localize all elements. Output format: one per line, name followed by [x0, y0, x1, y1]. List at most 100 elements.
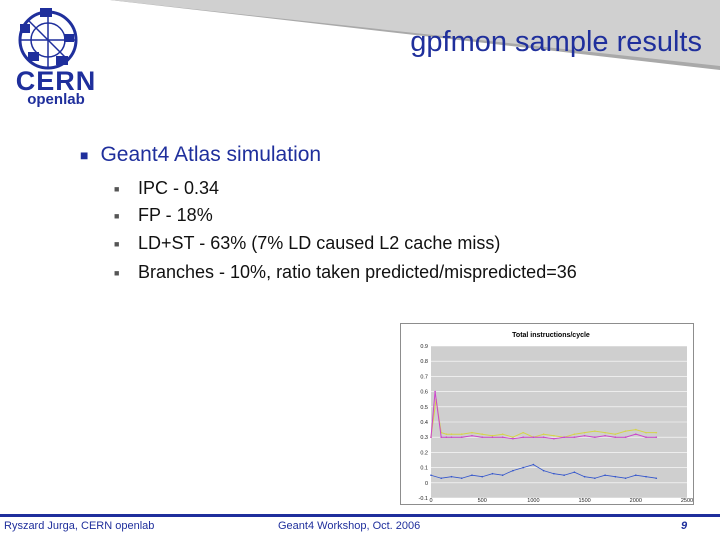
data-point	[635, 474, 637, 476]
x-tick-label: 1000	[527, 498, 539, 504]
y-tick-label: 0.4	[420, 420, 428, 426]
data-point	[655, 477, 658, 480]
data-point	[573, 433, 576, 435]
y-tick-label: 0.3	[420, 435, 428, 441]
y-tick-label: 0.2	[420, 450, 428, 456]
data-point	[655, 431, 658, 434]
data-point	[594, 436, 596, 438]
logo-cern-text: CERN	[15, 66, 97, 96]
data-point	[512, 436, 514, 438]
slide-title: gpfmon sample results	[410, 26, 702, 58]
sub-bullet: ■ Branches - 10%, ratio taken predicted/…	[114, 262, 577, 283]
sub-bullet: ■ LD+ST - 63% (7% LD caused L2 cache mis…	[114, 233, 500, 254]
sub-bullet: ■ IPC - 0.34	[114, 178, 219, 199]
y-tick-label: 0.9	[420, 344, 428, 350]
square-bullet-icon: ■	[114, 210, 120, 221]
footer-author: Ryszard Jurga, CERN openlab	[4, 520, 155, 532]
x-tick-label: 1500	[578, 498, 590, 504]
square-bullet-icon: ■	[114, 267, 120, 278]
data-point	[594, 430, 596, 432]
data-point	[563, 436, 565, 438]
data-point	[542, 433, 545, 435]
data-point	[501, 474, 504, 476]
data-point	[471, 434, 473, 437]
logo-openlab-text: openlab	[27, 91, 85, 108]
data-point	[624, 477, 627, 480]
data-point	[491, 434, 494, 437]
ipc-chart-svg: Total instructions/cycle 0.9 0.8 0.7 0.6 0.5…	[419, 332, 693, 504]
x-tick-label: 2500	[681, 498, 693, 504]
data-point	[645, 436, 647, 438]
x-tick-label: 0	[429, 498, 432, 504]
data-point	[645, 431, 647, 434]
header-wedge	[110, 0, 720, 70]
data-point	[532, 463, 535, 466]
ipc-chart: Total instructions/cycle 0.9 0.8 0.7 0.6 0.5…	[400, 323, 694, 505]
y-tick-label: 0.5	[420, 405, 428, 411]
data-point	[635, 428, 637, 431]
data-point	[491, 436, 494, 438]
square-bullet-icon: ■	[114, 183, 120, 194]
data-point	[460, 436, 463, 438]
square-bullet-icon: ■	[114, 238, 120, 249]
data-point	[614, 475, 617, 478]
data-point	[471, 431, 473, 434]
data-point	[445, 436, 448, 438]
data-point	[440, 436, 443, 438]
data-point	[501, 436, 504, 438]
data-point	[522, 436, 524, 438]
data-point	[522, 431, 524, 434]
sub-bullet-text: FP - 18%	[138, 205, 213, 225]
y-tick-label: -0.1	[419, 496, 428, 502]
footer-rule	[0, 514, 720, 517]
data-point	[542, 436, 545, 438]
data-point	[445, 433, 448, 435]
data-point	[460, 477, 463, 480]
data-point	[553, 472, 555, 475]
data-point	[655, 436, 658, 438]
cern-openlab-logo: CERN openlab	[6, 4, 106, 112]
data-point	[501, 433, 504, 435]
data-point	[512, 437, 514, 440]
data-point	[624, 436, 627, 438]
data-point	[440, 477, 443, 480]
data-point	[512, 469, 514, 472]
data-point	[434, 390, 436, 393]
data-point	[471, 474, 473, 476]
bullet-main: ■ Geant4 Atlas simulation	[80, 143, 321, 167]
page-number: 9	[681, 520, 688, 532]
data-point	[460, 433, 463, 435]
data-point	[450, 433, 453, 435]
data-point	[614, 436, 617, 438]
data-point	[604, 474, 606, 476]
sub-bullet-text: LD+ST - 63% (7% LD caused L2 cache miss)	[138, 233, 501, 253]
data-point	[624, 430, 627, 432]
data-point	[542, 469, 545, 472]
x-tick-label: 2000	[630, 498, 642, 504]
data-point	[532, 436, 535, 438]
data-point	[573, 436, 576, 438]
data-point	[573, 471, 576, 473]
data-point	[481, 433, 483, 435]
chart-title: Total instructions/cycle	[512, 332, 590, 339]
data-point	[614, 433, 617, 435]
sub-bullet-text: IPC - 0.34	[138, 178, 220, 198]
data-point	[430, 474, 432, 476]
y-tick-label: 0.8	[420, 359, 428, 365]
sub-bullet-text: Branches - 10%, ratio taken predicted/mi…	[138, 262, 577, 282]
sub-bullet: ■ FP - 18%	[114, 205, 213, 226]
data-point	[491, 472, 494, 475]
data-point	[450, 475, 453, 478]
data-point	[563, 474, 565, 476]
data-point	[553, 434, 555, 437]
y-tick-label: 0.6	[420, 390, 428, 396]
bullet-main-text: Geant4 Atlas simulation	[100, 143, 322, 166]
data-point	[430, 436, 432, 438]
data-point	[522, 466, 524, 469]
data-point	[594, 477, 596, 480]
data-point	[583, 431, 586, 434]
y-tick-label: 0.1	[420, 466, 428, 472]
square-bullet-icon: ■	[80, 147, 89, 163]
data-point	[481, 436, 483, 438]
